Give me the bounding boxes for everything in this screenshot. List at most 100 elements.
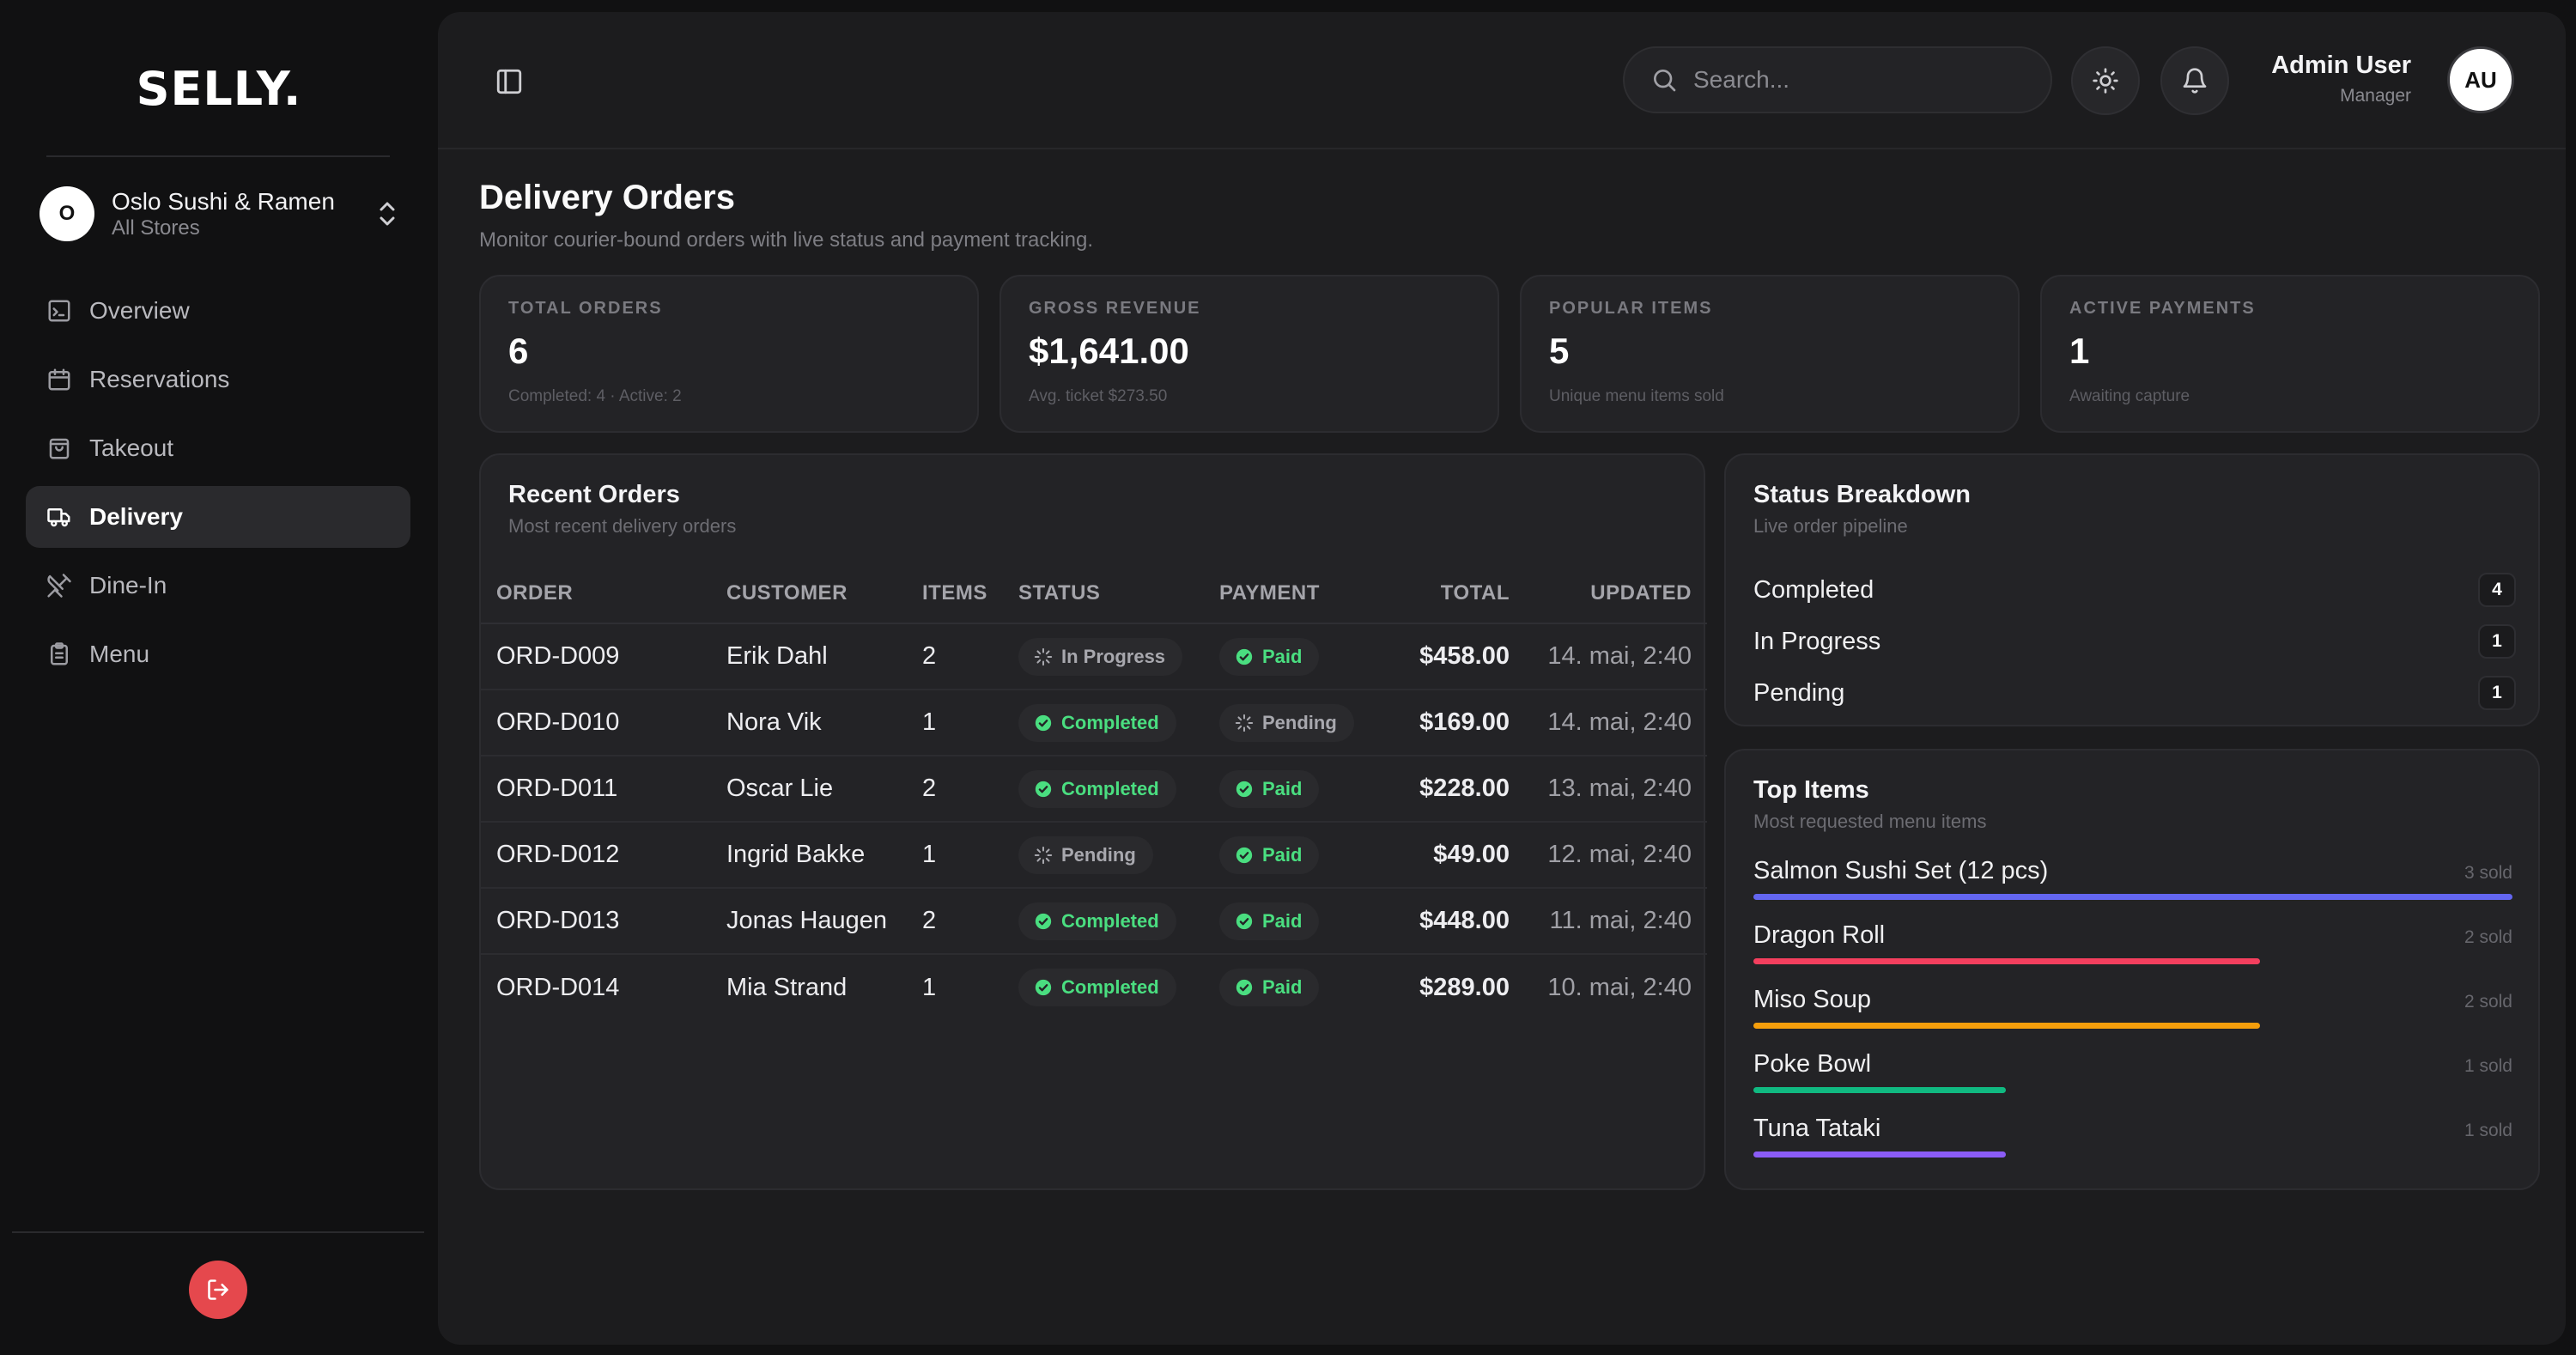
sidebar-item-dine-in[interactable]: Dine-In bbox=[26, 555, 410, 617]
updated-time: 14. mai, 2:40 bbox=[1510, 690, 1707, 756]
stat-card-active-payments: ACTIVE PAYMENTS 1 Awaiting capture bbox=[2040, 275, 2540, 433]
check-circle-icon bbox=[1236, 913, 1253, 929]
payment-cell: Paid bbox=[1219, 623, 1357, 690]
payment-badge-label: Paid bbox=[1262, 645, 1303, 667]
table-row[interactable]: ORD-D010 Nora Vik 1 Completed Pending $169.00… bbox=[481, 690, 1707, 756]
loader-icon bbox=[1034, 846, 1053, 864]
store-switcher[interactable]: O Oslo Sushi & Ramen All Stores bbox=[39, 184, 400, 244]
sidebar-item-reservations[interactable]: Reservations bbox=[26, 349, 410, 410]
column-header-total[interactable]: TOTAL bbox=[1357, 563, 1510, 624]
table-row[interactable]: ORD-D012 Ingrid Bakke 1 Pending Paid $49.00 12… bbox=[481, 822, 1707, 889]
stat-value: $1,641.00 bbox=[1029, 331, 1189, 371]
order-id: ORD-D009 bbox=[481, 623, 726, 690]
column-header-customer[interactable]: CUSTOMER bbox=[726, 563, 922, 624]
shopping-bag-icon bbox=[49, 438, 70, 459]
calendar-icon bbox=[48, 368, 70, 391]
store-scope: All Stores bbox=[112, 216, 200, 240]
orders-table-body: ORD-D009 Erik Dahl 2 In Progress Paid $458.00… bbox=[481, 623, 1707, 1020]
sidebar-item-delivery[interactable]: Delivery bbox=[26, 486, 410, 548]
top-item-name: Tuna Tataki bbox=[1753, 1115, 1881, 1142]
table-header-row: ORDER CUSTOMER ITEMS STATUS PAYMENT TOTA… bbox=[481, 563, 1707, 624]
card-subtitle: Most recent delivery orders bbox=[508, 515, 737, 537]
sidebar-item-label: Overview bbox=[89, 297, 190, 324]
order-id: ORD-D010 bbox=[481, 690, 726, 756]
stat-label: POPULAR ITEMS bbox=[1549, 299, 1713, 318]
payment-badge-label: Paid bbox=[1262, 777, 1303, 799]
check-circle-icon bbox=[1236, 847, 1253, 863]
search-input[interactable] bbox=[1693, 66, 2020, 94]
brand-logo[interactable]: SELLY. bbox=[136, 62, 302, 116]
sidebar-item-overview[interactable]: Overview bbox=[26, 280, 410, 342]
check-circle-icon bbox=[1236, 781, 1253, 797]
table-row[interactable]: ORD-D009 Erik Dahl 2 In Progress Paid $458.00… bbox=[481, 623, 1707, 690]
column-header-items[interactable]: ITEMS bbox=[922, 563, 1018, 624]
notifications-button[interactable] bbox=[2160, 46, 2229, 115]
status-count-badge: 1 bbox=[2478, 624, 2516, 659]
sidebar-item-label: Delivery bbox=[89, 503, 183, 530]
table-row[interactable]: ORD-D011 Oscar Lie 2 Completed Paid $228.00 13… bbox=[481, 756, 1707, 823]
order-total: $49.00 bbox=[1357, 822, 1510, 889]
customer-name: Erik Dahl bbox=[726, 623, 922, 690]
updated-time: 11. mai, 2:40 bbox=[1510, 888, 1707, 955]
top-item-sold: 3 sold bbox=[2464, 863, 2512, 883]
column-header-order[interactable]: ORDER bbox=[481, 563, 726, 624]
sidebar-item-menu[interactable]: Menu bbox=[26, 623, 410, 685]
top-item-sold: 1 sold bbox=[2464, 1121, 2512, 1140]
payment-cell: Paid bbox=[1219, 756, 1357, 823]
log-out-icon bbox=[208, 1279, 228, 1300]
order-id: ORD-D013 bbox=[481, 888, 726, 955]
table-row[interactable]: ORD-D013 Jonas Haugen 2 Completed Paid $448.0… bbox=[481, 888, 1707, 955]
loader-icon bbox=[1034, 647, 1053, 665]
theme-toggle-button[interactable] bbox=[2071, 46, 2140, 115]
order-id: ORD-D012 bbox=[481, 822, 726, 889]
search-box[interactable] bbox=[1623, 46, 2052, 113]
order-total: $448.00 bbox=[1357, 888, 1510, 955]
sidebar-item-takeout[interactable]: Takeout bbox=[26, 417, 410, 479]
top-item-bar bbox=[1753, 894, 2512, 900]
status-breakdown-card: Status Breakdown Live order pipeline Com… bbox=[1724, 453, 2540, 726]
item-count: 2 bbox=[922, 756, 1018, 823]
top-item-header: Poke Bowl 1 sold bbox=[1753, 1050, 2512, 1079]
top-item-name: Salmon Sushi Set (12 pcs) bbox=[1753, 857, 2049, 884]
stat-value: 1 bbox=[2069, 331, 2090, 371]
column-header-status[interactable]: STATUS bbox=[1018, 563, 1219, 624]
item-count: 1 bbox=[922, 973, 937, 1001]
top-bar: Admin User Manager AU bbox=[438, 12, 2566, 149]
column-header-updated[interactable]: UPDATED bbox=[1510, 563, 1707, 624]
top-item-header: Salmon Sushi Set (12 pcs) 3 sold bbox=[1753, 857, 2512, 885]
panel-left-icon bbox=[496, 69, 522, 94]
stat-value: 5 bbox=[1549, 331, 1570, 371]
top-item: Tuna Tataki 1 sold bbox=[1753, 1115, 2512, 1158]
status-count-badge: 1 bbox=[2478, 676, 2516, 710]
top-item-sold: 2 sold bbox=[2464, 927, 2512, 947]
stat-value: 6 bbox=[508, 331, 529, 371]
user-avatar[interactable]: AU bbox=[2447, 46, 2514, 113]
stat-card-gross-revenue: GROSS REVENUE $1,641.00 Avg. ticket $273… bbox=[999, 275, 1499, 433]
stat-label: TOTAL ORDERS bbox=[508, 299, 663, 318]
customer-name: Oscar Lie bbox=[726, 756, 922, 823]
customer-name: Nora Vik bbox=[726, 690, 922, 756]
item-count: 1 bbox=[922, 822, 1018, 889]
status-badge: In Progress bbox=[1018, 637, 1183, 676]
top-item-header: Tuna Tataki 1 sold bbox=[1753, 1115, 2512, 1143]
sidebar-toggle-button[interactable] bbox=[495, 67, 524, 96]
top-item: Dragon Roll 2 sold bbox=[1753, 921, 2512, 964]
clipboard-list-icon bbox=[51, 642, 68, 665]
user-role: Manager bbox=[2340, 86, 2411, 106]
store-name: Oslo Sushi & Ramen bbox=[112, 188, 335, 215]
table-row[interactable]: ORD-D014 Mia Strand 1 Completed Paid $289.00 1… bbox=[481, 954, 1707, 1020]
store-info: Oslo Sushi & Ramen All Stores bbox=[112, 187, 374, 240]
chevrons-up-down-icon[interactable] bbox=[374, 197, 400, 231]
user-name[interactable]: Admin User bbox=[2271, 52, 2411, 79]
sidebar-item-label: Takeout bbox=[89, 434, 174, 461]
recent-orders-card: Recent Orders Most recent delivery order… bbox=[479, 453, 1707, 1190]
logout-button[interactable] bbox=[189, 1261, 247, 1319]
check-circle-icon bbox=[1035, 781, 1052, 797]
stat-note: Unique menu items sold bbox=[1549, 387, 1724, 405]
status-row-in-progress: In Progress 1 bbox=[1753, 620, 2516, 663]
payment-badge: Paid bbox=[1219, 902, 1320, 940]
updated-time: 13. mai, 2:40 bbox=[1510, 756, 1707, 823]
top-item-bar bbox=[1753, 1151, 2007, 1158]
column-header-payment[interactable]: PAYMENT bbox=[1219, 563, 1357, 624]
top-item-header: Miso Soup 2 sold bbox=[1753, 986, 2512, 1014]
